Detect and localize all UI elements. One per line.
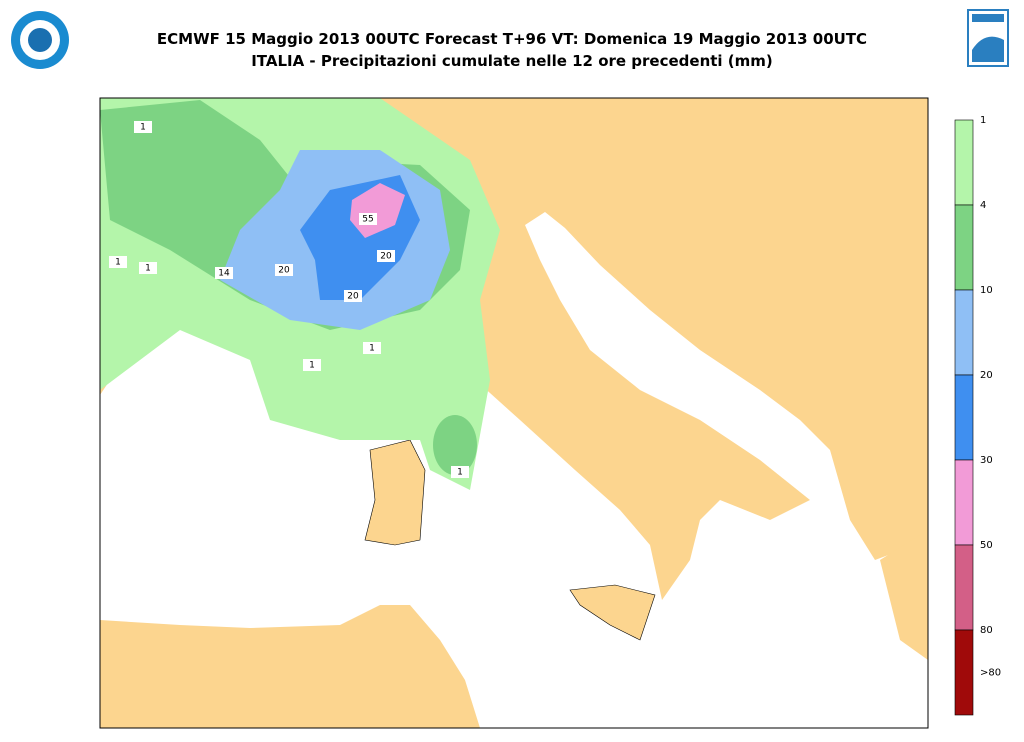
contour-label-box [275,264,293,276]
title-line-1: ECMWF 15 Maggio 2013 00UTC Forecast T+96… [157,30,867,48]
contour-label: 1 [369,344,375,354]
contour-label: 55 [362,215,373,225]
contour-label-box [109,256,127,268]
contour-label: 1 [140,123,146,133]
colorbar-label: 1 [980,115,986,126]
contour-label: 1 [145,264,151,274]
sardinia [364,439,426,546]
colorbar-segment [954,629,974,716]
contour-label: 1 [457,468,463,478]
title-line-2: ITALIA - Precipitazioni cumulate nelle 1… [251,52,773,70]
colorbar-segment [954,204,974,291]
logo-right [967,9,1009,67]
colorbar-label: 4 [980,200,986,211]
colorbar-segment [954,289,974,376]
contour-label-box [344,290,362,302]
colorbar-segment [954,119,974,206]
colorbar-label: 50 [980,540,993,551]
contour-label-box [134,121,152,133]
colorbar-segment [954,459,974,546]
contour-label: 14 [218,269,230,279]
contour-label: 20 [380,252,392,262]
greece [880,530,928,660]
contour-label: 20 [347,292,359,302]
colorbar-label: 10 [980,285,993,296]
map: 1 1 1 14 20 55 20 20 1 1 1 [100,98,928,728]
contour-label-box [451,466,469,478]
contour-label-box [303,359,321,371]
contour-label: 1 [115,258,121,268]
precipitation [100,98,500,490]
colorbar-label: >80 [980,668,1001,679]
colorbar-label: 80 [980,625,993,636]
colorbar-label: 30 [980,455,993,466]
colorbar-segment [954,374,974,461]
contour-label: 1 [309,361,315,371]
map-frame [99,97,929,729]
sicily [569,584,656,641]
logo-left [11,11,69,69]
contour-label-box [139,262,157,274]
contour-label-box [363,342,381,354]
contour-label: 20 [278,266,290,276]
contour-label-box [359,213,377,225]
colorbar: 1 4 10 20 30 50 80 >80 [954,115,1001,716]
contour-label-box [377,250,395,262]
colorbar-segment [954,544,974,631]
contour-label-box [215,267,233,279]
colorbar-label: 20 [980,370,993,381]
